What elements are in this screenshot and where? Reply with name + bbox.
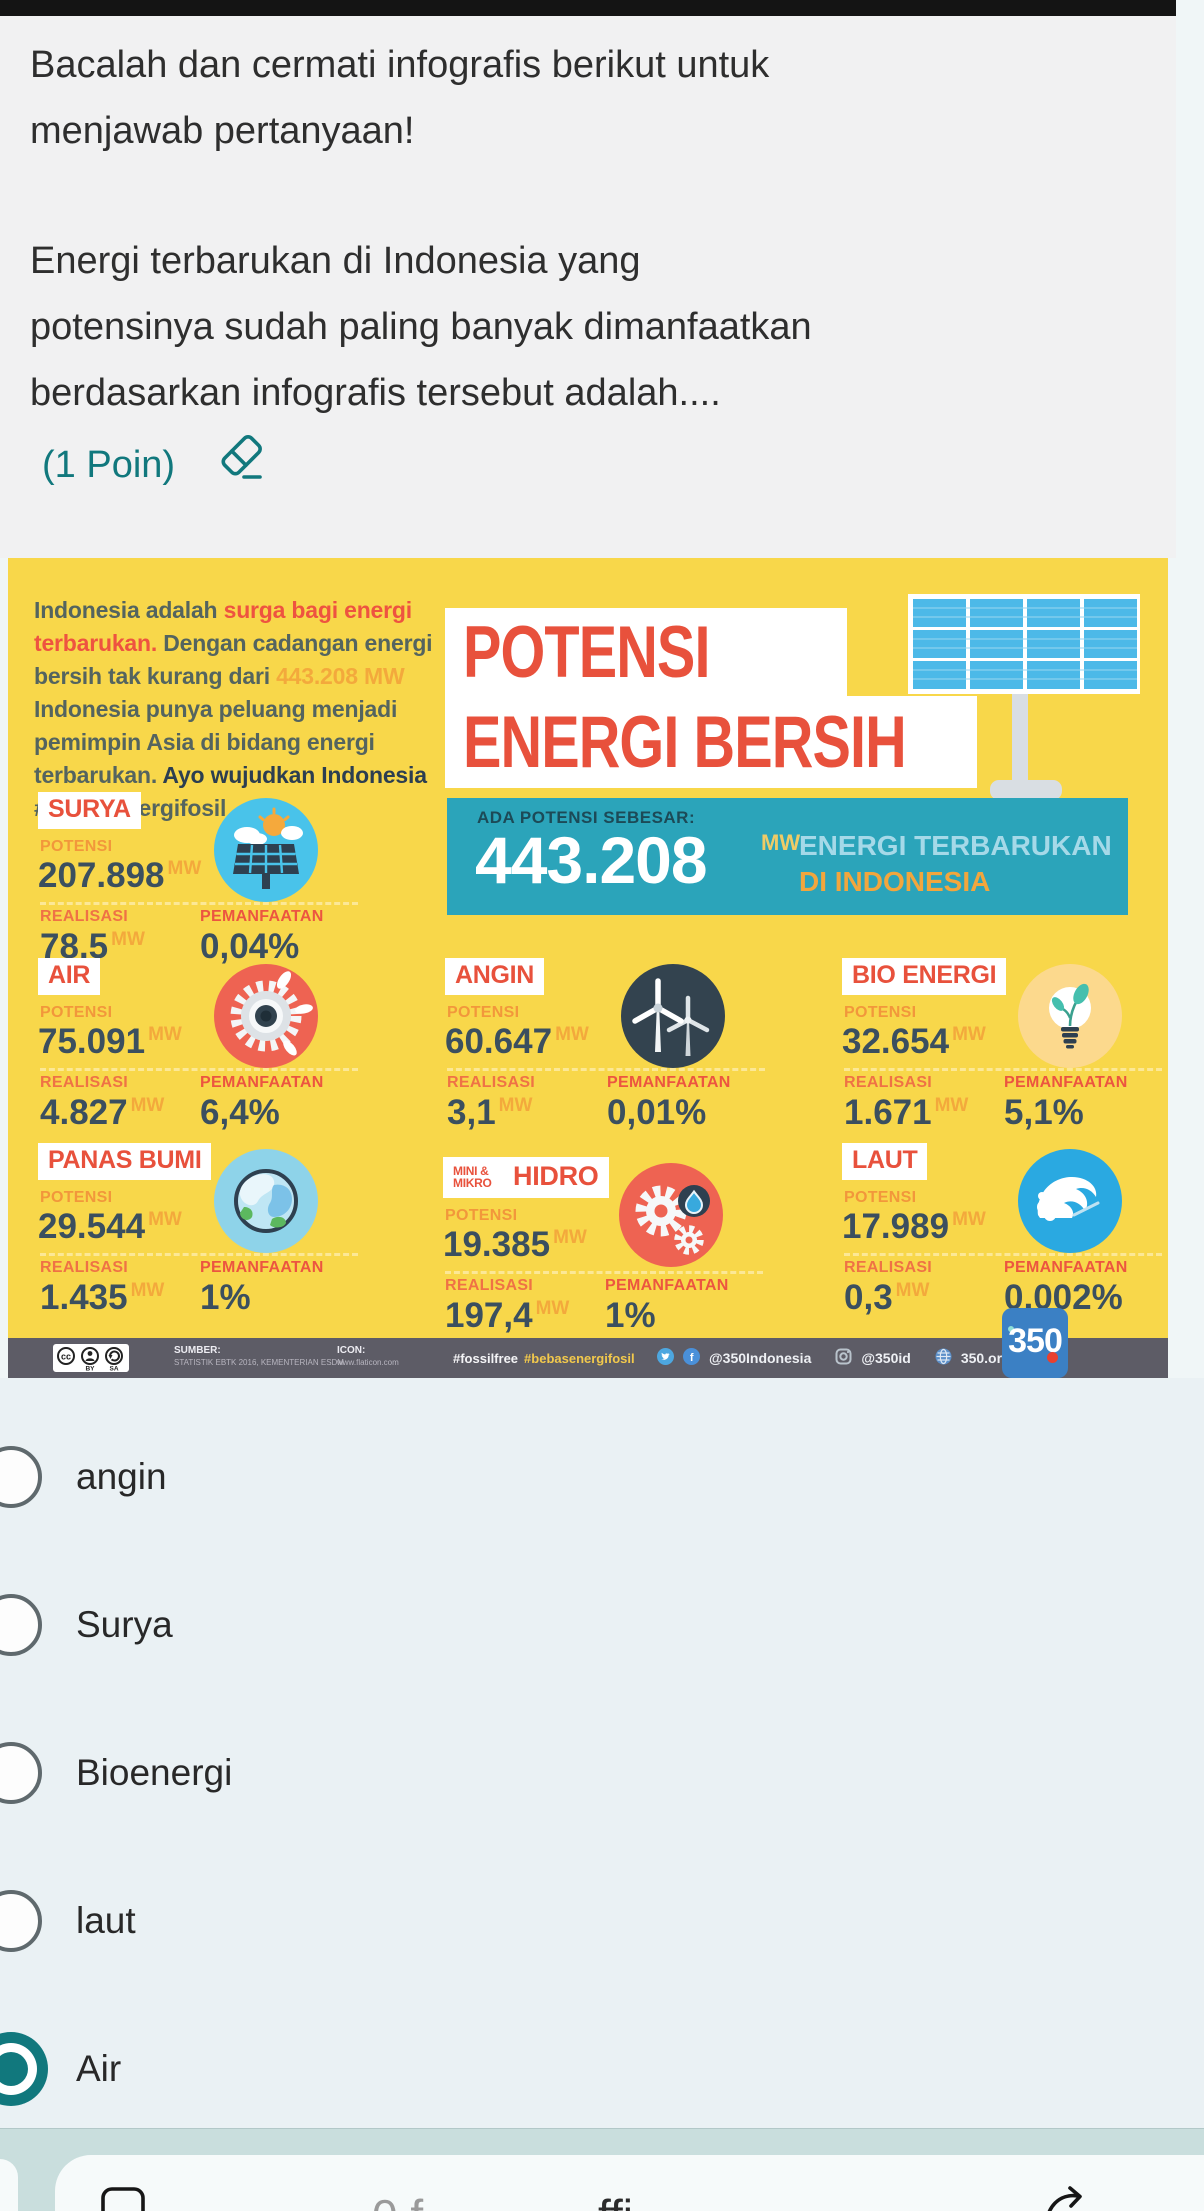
card-title: LAUT (842, 1143, 928, 1180)
infographic-title-box-1: POTENSI (445, 608, 847, 696)
wind-turbine-icon (621, 964, 725, 1068)
source-block: SUMBER: STATISTIK EBTK 2016, KEMENTERIAN… (174, 1345, 344, 1367)
eraser-icon[interactable] (213, 428, 269, 501)
option-laut[interactable]: laut (0, 1885, 1204, 1957)
badge-dot (1047, 1352, 1058, 1363)
question-section: Bacalah dan cermati infografis berikut u… (0, 16, 1176, 558)
option-air[interactable]: Air (0, 2032, 1204, 2106)
hashtags: #fossilfree #bebasenergifosil (453, 1351, 635, 1366)
energy-card-surya: SURYA POTENSI 207.898 MW REALISASI 78,5 MW… (38, 792, 418, 967)
infographic-footer: cc BY SA SUMBER: STATISTIK EBTK 2016, KE… (8, 1338, 1168, 1378)
energy-card-hidro: MINI & MIKRO HIDRO POTENSI 19.385 MW REAL… (443, 1143, 823, 1335)
energy-card-panas-bumi: PANAS BUMI POTENSI 29.544 MW REALISASI 1.… (38, 1143, 418, 1318)
bottom-card-sliver (0, 2159, 18, 2211)
divider (40, 902, 358, 905)
twitter-handle: @350Indonesia (709, 1350, 812, 1366)
globe-icon (935, 1348, 952, 1368)
clipped-text-fragment: ffi (598, 2189, 633, 2211)
svg-text:cc: cc (61, 1352, 71, 1362)
facebook-icon: f (683, 1348, 700, 1368)
banner-unit: MW (761, 830, 801, 855)
radio-button[interactable] (0, 2032, 48, 2106)
potensi-value: 207.898 MW (38, 856, 202, 895)
instagram-icon (835, 1348, 852, 1368)
banner-label: ADA POTENSI SEBESAR: (477, 808, 696, 827)
ocean-wave-icon (1018, 1149, 1122, 1253)
question-instruction: Bacalah dan cermati infografis berikut u… (30, 44, 770, 152)
answer-options: angin Surya Bioenergi laut Air (0, 1378, 1204, 2128)
card-title: MINI & MIKRO HIDRO (443, 1157, 609, 1198)
svg-text:BY: BY (85, 1366, 95, 1373)
water-turbine-icon (214, 964, 318, 1068)
twitter-icon (657, 1348, 674, 1368)
energy-card-bioenergi: BIO ENERGI POTENSI 32.654 MW REALISASI 1.… (842, 958, 1168, 1133)
points-row: (1 Poin) (30, 428, 1176, 501)
title-energi-bersih: ENERGI BERSIH (463, 700, 907, 784)
points-label: (1 Poin) (42, 443, 176, 486)
infographic-intro: Indonesia adalah surga bagi energi terba… (34, 597, 433, 821)
radio-button[interactable] (0, 1594, 42, 1656)
badge-spark (1008, 1326, 1014, 1332)
social-links: f @350Indonesia @350id 350.org/id (657, 1348, 1027, 1368)
total-potential-banner: ADA POTENSI SEBESAR: 443.208 MW ENERGI T… (447, 798, 1128, 915)
infographic-image: Indonesia adalah surga bagi energi terba… (8, 558, 1168, 1378)
card-title: BIO ENERGI (842, 958, 1007, 995)
option-angin[interactable]: angin (0, 1441, 1204, 1513)
350-org-badge: 350 (1002, 1308, 1068, 1378)
radio-button[interactable] (0, 1446, 42, 1508)
option-bioenergi[interactable]: Bioenergi (0, 1737, 1204, 1809)
surya-icon (214, 798, 318, 902)
title-potensi: POTENSI (463, 610, 710, 694)
banner-value: 443.208 (475, 823, 708, 897)
bottom-bar: 0 f ffi (0, 2128, 1204, 2211)
question-text: Energi terbarukan di Indonesia yang pote… (30, 240, 812, 414)
solar-panel-illustration (906, 592, 1146, 809)
svg-text:SA: SA (109, 1366, 118, 1373)
radio-button[interactable] (0, 1890, 42, 1952)
bottom-card (55, 2155, 1204, 2211)
banner-line2: DI INDONESIA (799, 866, 991, 897)
energy-card-air: AIR POTENSI 75.091 MW REALISASI 4.827 MW P… (38, 958, 418, 1133)
icon-credit-block: ICON: www.flaticon.com (337, 1345, 399, 1367)
card-title: SURYA (38, 792, 141, 829)
energy-card-laut: LAUT POTENSI 17.989 MW REALISASI 0,3 MW PE… (842, 1143, 1168, 1318)
earth-globe-icon (214, 1149, 318, 1253)
creative-commons-icon: cc BY SA (53, 1344, 129, 1377)
svg-text:f: f (690, 1352, 694, 1364)
share-arrow-icon[interactable] (1040, 2183, 1090, 2211)
hydro-gears-icon (619, 1163, 723, 1267)
banner-line1: ENERGI TERBARUKAN (799, 830, 1112, 861)
device-frame-icon[interactable] (100, 2186, 146, 2211)
instagram-handle: @350id (861, 1350, 911, 1366)
option-surya[interactable]: Surya (0, 1589, 1204, 1661)
card-title: AIR (38, 958, 101, 995)
card-title: PANAS BUMI (38, 1143, 212, 1180)
energy-card-angin: ANGIN POTENSI 60.647 MW REALISASI 3,1 MW P… (445, 958, 825, 1133)
infographic-title-box-2: ENERGI BERSIH (445, 696, 977, 788)
bioenergy-bulb-icon (1018, 964, 1122, 1068)
top-status-bar (0, 0, 1176, 16)
card-title: ANGIN (445, 958, 545, 995)
radio-button[interactable] (0, 1742, 42, 1804)
clipped-text-fragment: 0 f (372, 2189, 423, 2211)
